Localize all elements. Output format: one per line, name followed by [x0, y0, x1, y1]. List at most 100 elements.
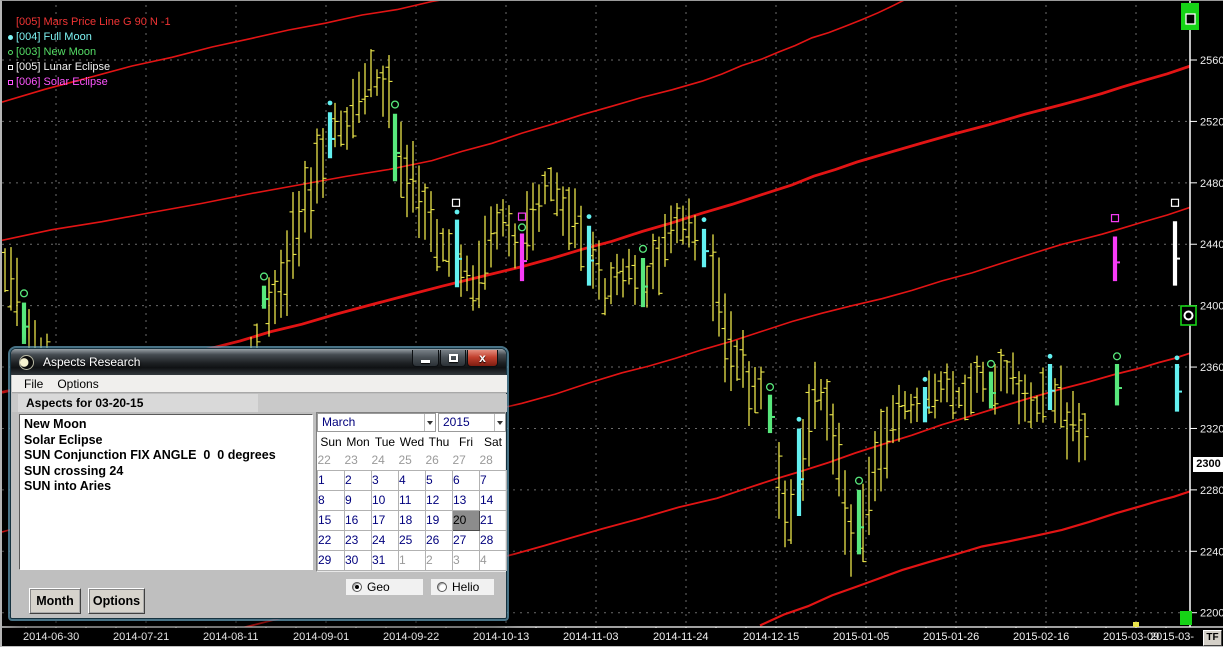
date-tick-label: 2014-09-01 — [293, 631, 350, 643]
date-tick-label: 2014-11-03 — [563, 631, 619, 643]
calendar-day[interactable]: 10 — [371, 489, 399, 511]
calendar-day[interactable]: 22 — [317, 529, 345, 551]
calendar-day[interactable]: 2 — [425, 549, 453, 571]
year-dropdown[interactable]: 2015 — [438, 413, 506, 432]
date-tick-label: 2015-01-05 — [833, 631, 890, 643]
aspect-item[interactable]: SUN Conjunction FIX ANGLE 0 0 degrees — [24, 448, 276, 462]
calendar-day[interactable]: 6 — [452, 469, 480, 491]
calendar-day[interactable]: 12 — [425, 489, 453, 511]
calendar-day[interactable]: 21 — [479, 509, 507, 531]
geo-radio[interactable]: Geo — [346, 579, 423, 595]
legend-item[interactable]: [003] New Moon — [4, 45, 171, 60]
date-tick-label: 2014-08-11 — [203, 631, 259, 643]
calendar-day[interactable]: 17 — [371, 509, 399, 531]
price-tick-label: 2280 — [1200, 485, 1223, 497]
calendar-day[interactable]: 4 — [398, 469, 426, 491]
price-tick-label: 2400 — [1200, 301, 1223, 313]
date-tick-label-partial: 2015-03- — [1150, 631, 1195, 643]
chevron-down-icon[interactable] — [424, 414, 435, 431]
options-button[interactable]: Options — [88, 588, 145, 614]
calendar-day[interactable]: 31 — [371, 549, 399, 571]
calendar-day[interactable]: 5 — [425, 469, 453, 491]
radio-icon[interactable] — [437, 582, 447, 592]
calendar-day[interactable]: 11 — [398, 489, 426, 511]
full-moon-icon — [796, 416, 802, 422]
calendar-day[interactable]: 7 — [479, 469, 507, 491]
month-dropdown[interactable]: March — [317, 413, 436, 432]
new-moon-icon — [854, 476, 864, 485]
month-button[interactable]: Month — [29, 588, 81, 614]
calendar-day[interactable]: 18 — [398, 509, 426, 531]
calendar-day[interactable]: 23 — [344, 529, 372, 551]
mars-price-line — [2, 1, 905, 242]
calendar-day[interactable]: 15 — [317, 509, 345, 531]
calendar-day[interactable]: 27 — [452, 529, 480, 551]
calendar-day[interactable]: 3 — [371, 469, 399, 491]
calendar-day[interactable]: 8 — [317, 489, 345, 511]
mars-price-line — [2, 64, 1190, 394]
calendar: March 2015 Sun Mon Tue Wed Thu Fri Sat 22 23 24 25… — [316, 412, 507, 572]
aspects-header: Aspects for 03-20-15 — [18, 394, 258, 412]
full-moon-icon — [1174, 355, 1180, 361]
new-moon-icon — [390, 100, 400, 109]
event-date-tick — [1133, 622, 1139, 627]
timeframe-button[interactable]: TF — [1203, 630, 1222, 646]
calendar-day[interactable]: 26 — [425, 529, 453, 551]
geo-label: Geo — [367, 580, 390, 594]
calendar-day[interactable]: 19 — [425, 509, 453, 531]
aspects-list[interactable]: New Moon Solar Eclipse SUN Conjunction FIX… — [19, 414, 313, 570]
calendar-day[interactable]: 3 — [452, 549, 480, 571]
calendar-day[interactable]: 29 — [317, 549, 345, 571]
close-icon: x — [479, 350, 486, 365]
solar-eclipse-icon — [1110, 214, 1120, 223]
dialog-titlebar[interactable]: Aspects Research x — [11, 349, 506, 375]
mars-price-line — [759, 490, 1190, 627]
chevron-down-icon[interactable] — [494, 414, 505, 431]
aspect-item[interactable]: New Moon — [24, 417, 87, 431]
legend-item[interactable]: [006] Solar Eclipse — [4, 75, 171, 90]
date-tick-label: 2014-07-21 — [113, 631, 170, 643]
calendar-day-muted: 27 — [452, 452, 466, 467]
radio-icon[interactable] — [352, 582, 362, 592]
calendar-day[interactable]: 13 — [452, 489, 480, 511]
helio-radio[interactable]: Helio — [431, 579, 494, 595]
calendar-day[interactable]: 16 — [344, 509, 372, 531]
aspect-item[interactable]: SUN crossing 24 — [24, 463, 124, 478]
calendar-day[interactable]: 30 — [344, 549, 372, 571]
date-tick-label: 2014-06-30 — [23, 631, 80, 643]
calendar-day[interactable]: 2 — [344, 469, 372, 491]
new-moon-icon — [765, 382, 775, 392]
close-button[interactable]: x — [467, 350, 498, 367]
month-value: March — [322, 415, 356, 429]
calendar-day[interactable]: 28 — [479, 529, 507, 551]
calendar-day[interactable]: 25 — [398, 529, 426, 551]
date-tick-label: 2014-09-22 — [383, 631, 440, 643]
weekday-label: Sat — [483, 434, 502, 449]
calendar-day[interactable]: 9 — [344, 489, 372, 511]
calendar-day[interactable]: 24 — [371, 529, 399, 551]
calendar-day-muted: 28 — [479, 452, 493, 467]
menu-file[interactable]: File — [24, 376, 44, 391]
aspect-item[interactable]: SUN into Aries — [24, 479, 112, 493]
legend-item[interactable]: [005] Mars Price Line G 90 N -1 — [4, 15, 171, 30]
legend-label: [004] Full Moon — [16, 31, 92, 43]
calendar-day[interactable]: 1 — [398, 549, 426, 571]
calendar-day[interactable]: 14 — [479, 489, 507, 511]
mars-price-line — [2, 1, 440, 103]
aspects-research-dialog: Aspects Research x File Options Aspects … — [10, 348, 507, 619]
maximize-button[interactable] — [440, 350, 466, 367]
calendar-day[interactable]: 1 — [317, 469, 345, 491]
calendar-day-muted: 24 — [371, 452, 385, 467]
calendar-grid: Sun Mon Tue Wed Thu Fri Sat 22 23 24 25 26 27 28 1 2 3 4 5… — [317, 433, 507, 571]
date-axis: TF 2014-06-30 2014-07-21 2014-08-11 2014-09… — [2, 628, 1223, 646]
menu-options[interactable]: Options — [57, 376, 99, 391]
lunar-eclipse-icon — [1185, 13, 1196, 25]
calendar-day-selected[interactable]: 20 — [452, 509, 480, 531]
chart-legend: [005] Mars Price Line G 90 N -1 [004] Ful… — [4, 15, 171, 90]
aspect-item[interactable]: Solar Eclipse — [24, 432, 103, 447]
legend-item[interactable]: [005] Lunar Eclipse — [4, 60, 171, 75]
calendar-day[interactable]: 4 — [479, 549, 507, 571]
legend-item[interactable]: [004] Full Moon — [4, 30, 171, 45]
minimize-button[interactable] — [412, 350, 439, 367]
minimize-icon — [421, 359, 430, 363]
